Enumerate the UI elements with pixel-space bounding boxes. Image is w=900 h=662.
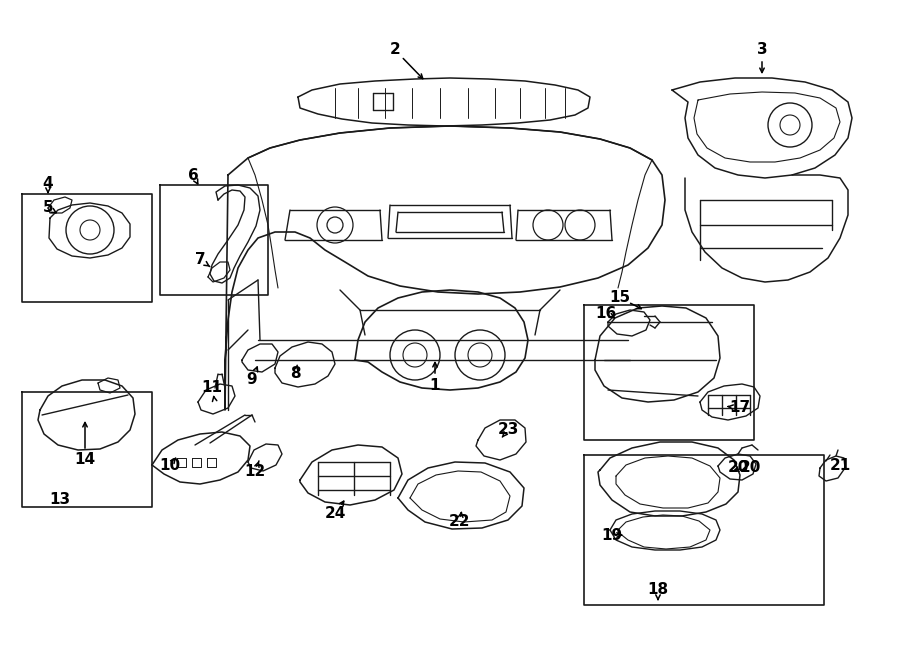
Text: 11: 11: [202, 381, 222, 395]
Text: 12: 12: [245, 465, 266, 479]
Text: 19: 19: [601, 528, 623, 542]
Text: 20: 20: [739, 459, 760, 475]
Text: 2: 2: [390, 42, 400, 58]
Text: 6: 6: [187, 167, 198, 183]
Text: 8: 8: [290, 367, 301, 381]
Text: 18: 18: [647, 583, 669, 598]
Text: 22: 22: [449, 514, 471, 530]
Text: 13: 13: [50, 493, 70, 508]
Text: 15: 15: [609, 291, 631, 305]
Text: 23: 23: [498, 422, 518, 438]
Text: 9: 9: [247, 373, 257, 387]
Text: 7: 7: [194, 252, 205, 267]
Text: 20: 20: [727, 459, 749, 475]
Text: 10: 10: [159, 457, 181, 473]
Text: 16: 16: [596, 305, 617, 320]
Text: 24: 24: [324, 506, 346, 522]
Text: 4: 4: [42, 175, 53, 191]
Text: 3: 3: [757, 42, 768, 58]
Text: 14: 14: [75, 453, 95, 467]
Text: 21: 21: [830, 457, 850, 473]
Text: 1: 1: [430, 377, 440, 393]
Text: 5: 5: [42, 201, 53, 216]
Text: 17: 17: [729, 401, 751, 416]
